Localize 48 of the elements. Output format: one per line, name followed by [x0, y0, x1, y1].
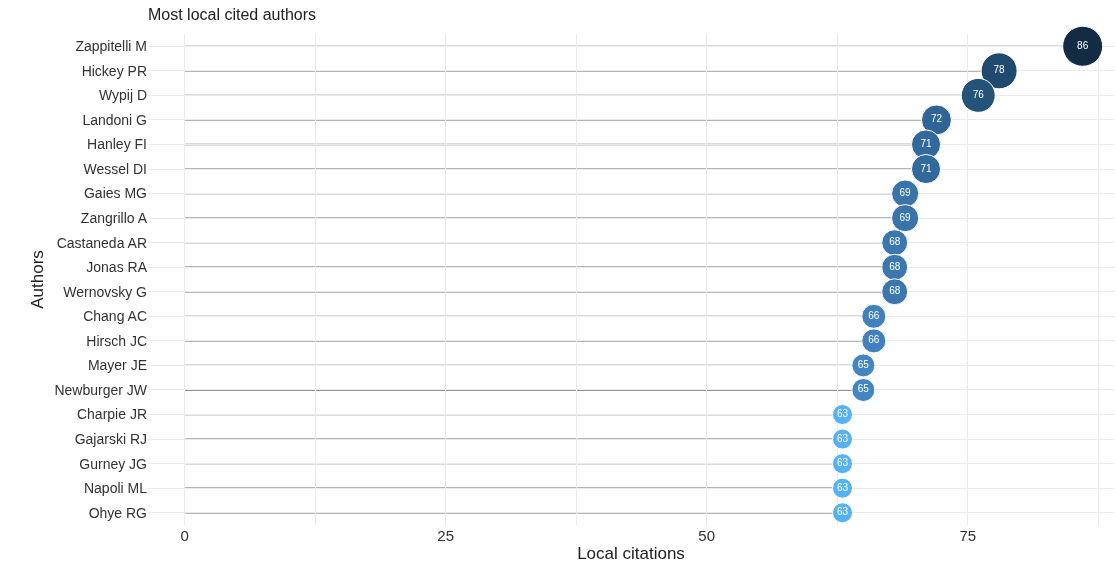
data-label: 63 [836, 506, 849, 518]
data-label: 66 [868, 334, 880, 346]
data-label: 65 [857, 383, 870, 395]
data-label: 68 [889, 260, 901, 272]
y-tick-label: Ohye RG [88, 504, 147, 521]
data-label: 68 [889, 285, 901, 297]
data-label: 76 [972, 88, 985, 100]
y-tick-label: Wypij D [98, 87, 147, 104]
data-label: 66 [868, 309, 880, 321]
y-tick-label: Gurney JG [79, 455, 147, 472]
y-tick-label: Wessel DI [83, 160, 147, 177]
data-label: 65 [857, 358, 870, 370]
y-tick-label: Napoli ML [83, 480, 148, 497]
y-tick-label: Chang AC [83, 308, 147, 325]
x-tick-label: 25 [437, 527, 454, 544]
data-label: 71 [920, 162, 933, 174]
y-tick-label: Zappitelli M [75, 38, 147, 55]
y-tick-label: Gaies MG [83, 185, 147, 202]
y-tick-label: Mayer JE [87, 357, 147, 374]
y-tick-label: Wernovsky G [63, 283, 147, 300]
data-label: 72 [930, 113, 943, 125]
x-tick-label: 75 [959, 527, 977, 544]
x-tick-label: 0 [180, 527, 189, 544]
y-tick-label: Zangrillo A [80, 210, 148, 227]
data-label: 71 [920, 137, 933, 149]
y-tick-label: Newburger JW [54, 381, 148, 398]
y-axis-title: Authors [27, 250, 47, 309]
point [891, 204, 920, 233]
data-label: 68 [889, 236, 901, 248]
x-tick-label: 50 [698, 527, 716, 544]
data-label: 69 [899, 211, 912, 223]
data-label: 86 [1077, 39, 1089, 51]
y-tick-label: Landoni G [82, 111, 147, 128]
data-label: 63 [836, 481, 849, 493]
chart-title: Most local cited authors [148, 5, 317, 23]
y-tick-label: Hanley FI [87, 136, 147, 153]
data-label: 63 [836, 408, 849, 420]
data-label: 63 [836, 457, 849, 469]
y-tick-label: Castaneda AR [56, 234, 147, 251]
y-tick-label: Jonas RA [86, 259, 148, 276]
data-label: 69 [899, 187, 912, 199]
data-label: 63 [836, 432, 849, 444]
y-tick-label: Hirsch JC [86, 332, 147, 349]
x-axis-title: Local citations [577, 544, 685, 564]
y-tick-label: Hickey PR [81, 62, 147, 79]
y-tick-label: Charpie JR [76, 406, 147, 423]
y-tick-label: Gajarski RJ [74, 430, 147, 447]
data-label: 78 [993, 64, 1006, 76]
